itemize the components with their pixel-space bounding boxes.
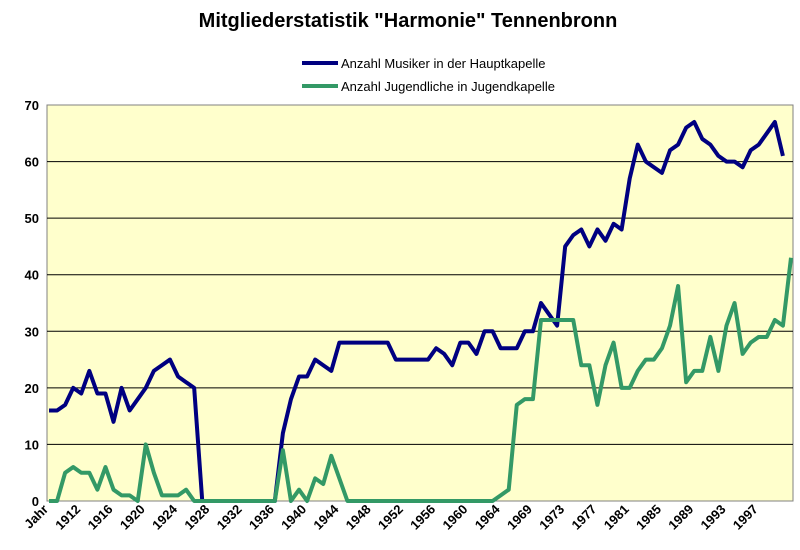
y-tick-label: 0: [32, 494, 39, 509]
y-tick-label: 10: [25, 437, 39, 452]
y-tick-label: 20: [25, 381, 39, 396]
x-tick-label: 1912: [52, 502, 83, 533]
x-tick-label: 1977: [568, 502, 599, 533]
legend: Anzahl Musiker in der Hauptkapelle Anzah…: [302, 56, 555, 94]
y-tick-label: 40: [25, 268, 39, 283]
series-line-jugend: [49, 257, 793, 503]
y-tick-label: 30: [25, 324, 39, 339]
series-line-musiker: [49, 119, 785, 503]
x-tick-label: 1940: [278, 502, 309, 533]
series-lines: [49, 119, 793, 503]
x-tick-label: 1993: [698, 502, 729, 533]
x-tick-label: 1924: [149, 501, 181, 533]
legend-label-musiker: Anzahl Musiker in der Hauptkapelle: [341, 56, 546, 71]
x-tick-label: 1989: [665, 502, 696, 533]
x-tick-label: 1952: [375, 502, 406, 533]
x-tick-label: 1944: [310, 501, 342, 533]
x-tick-label: 1932: [214, 502, 245, 533]
x-tick-label: 1973: [536, 502, 567, 533]
x-tick-label: 1969: [504, 502, 535, 533]
y-tick-label: 60: [25, 155, 39, 170]
x-tick-label: 1956: [407, 502, 438, 533]
x-tick-label: 1981: [601, 502, 632, 533]
x-tick-label: 1916: [85, 502, 116, 533]
y-axis: 0 10 20 30 40 50 60 70: [25, 98, 39, 509]
y-tick-label: 50: [25, 211, 39, 226]
x-tick-label: 1964: [472, 501, 504, 533]
x-tick-label: 1960: [439, 502, 470, 533]
x-tick-label: 1936: [246, 502, 277, 533]
legend-label-jugend: Anzahl Jugendliche in Jugendkapelle: [341, 79, 555, 94]
chart-title: Mitgliederstatistik "Harmonie" Tennenbro…: [199, 10, 618, 32]
grid: [47, 161, 793, 445]
x-axis: Jahr 1912 1916 1920 1924 1928 1932 1936 1940 1944…: [21, 501, 761, 533]
plot-area: [46, 104, 794, 502]
x-tick-label: Jahr: [21, 502, 51, 532]
x-tick-label: 1920: [117, 502, 148, 533]
x-tick-label: 1948: [343, 502, 374, 533]
x-tick-label: 1997: [730, 502, 761, 533]
x-tick-label: 1985: [633, 502, 664, 533]
y-tick-label: 70: [25, 98, 39, 113]
x-tick-label: 1928: [181, 502, 212, 533]
